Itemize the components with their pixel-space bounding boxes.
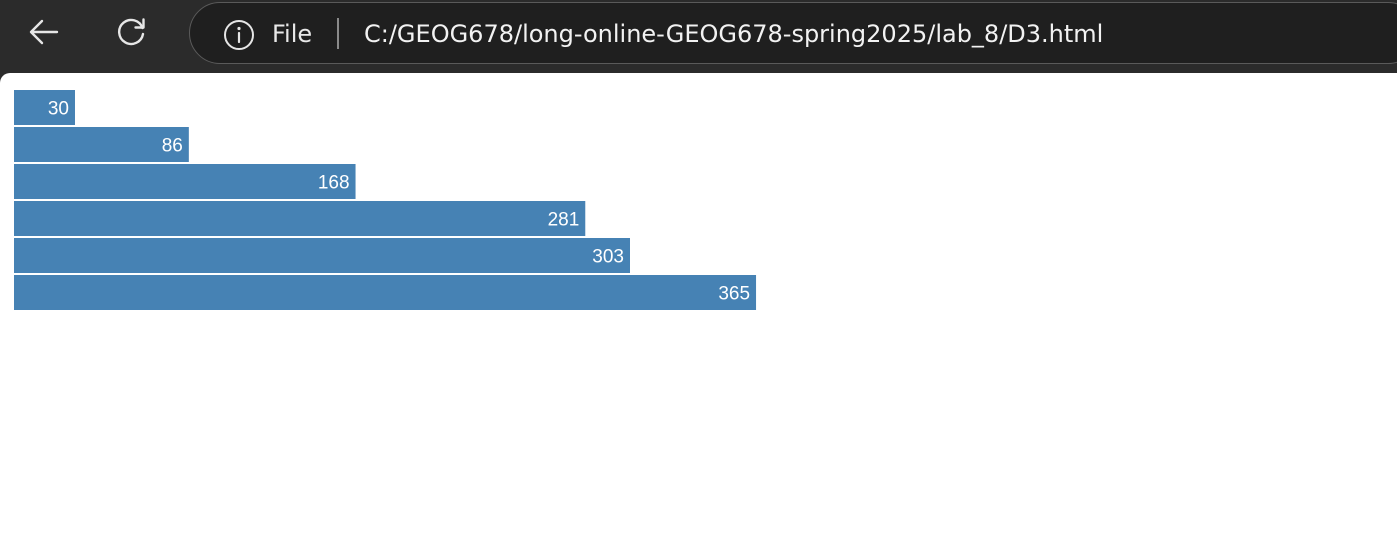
site-info-button[interactable] [223, 19, 255, 51]
bar-label-5: 365 [718, 284, 750, 305]
bar-3 [14, 201, 586, 236]
bar-5 [14, 275, 757, 310]
info-icon [224, 20, 254, 50]
bar-label-2: 168 [318, 173, 350, 194]
url-text[interactable]: C:/GEOG678/long-online-GEOG678-spring202… [364, 20, 1104, 48]
back-arrow-icon [29, 19, 59, 45]
url-scheme-label: File [272, 20, 313, 48]
bar-label-4: 303 [592, 247, 624, 268]
bar-1 [14, 127, 189, 162]
bar-label-1: 86 [162, 136, 183, 157]
reload-button[interactable] [109, 9, 155, 55]
address-separator [337, 18, 339, 49]
address-bar[interactable]: File C:/GEOG678/long-online-GEOG678-spri… [189, 2, 1397, 64]
bar-chart: 30 86 168 281 303 365 [14, 90, 757, 310]
bar-label-0: 30 [48, 99, 69, 120]
bar-2 [14, 164, 356, 199]
bar-label-3: 281 [548, 210, 580, 231]
bar-4 [14, 238, 630, 273]
bar-0 [14, 90, 75, 125]
browser-toolbar: File C:/GEOG678/long-online-GEOG678-spri… [0, 0, 1397, 73]
back-button[interactable] [21, 9, 67, 55]
page-viewport: 30 86 168 281 303 365 [0, 73, 1397, 535]
reload-icon [117, 18, 145, 46]
